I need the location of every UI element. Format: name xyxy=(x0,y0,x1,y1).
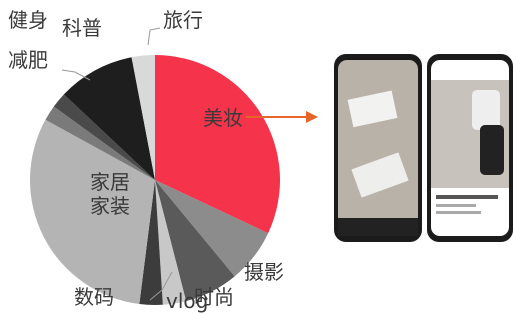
slice-label: vlog xyxy=(166,289,208,313)
slice-label: 家居家装 xyxy=(90,170,134,218)
slice-label: 科普 xyxy=(62,16,102,40)
text-line xyxy=(436,204,476,207)
phone-2 xyxy=(427,54,513,242)
slice-label: 摄影 xyxy=(244,260,284,284)
page: 美妆摄影时尚vlog数码家居家装减肥健身科普旅行 xyxy=(0,0,514,311)
slice-label: 健身 xyxy=(8,8,48,32)
text-line xyxy=(436,211,481,214)
pie xyxy=(30,55,280,305)
phone-screen xyxy=(338,60,418,236)
leader xyxy=(148,28,160,45)
slice-label: 数码 xyxy=(74,285,114,309)
text-line xyxy=(436,195,498,199)
phone-1 xyxy=(334,54,422,242)
slice-label: 减肥 xyxy=(8,48,48,72)
device xyxy=(472,90,500,130)
slice-label: 美妆 xyxy=(203,106,243,130)
arrow-head xyxy=(306,111,318,123)
phone-bar xyxy=(338,218,418,236)
slice-label: 旅行 xyxy=(163,8,203,32)
device xyxy=(480,125,504,175)
